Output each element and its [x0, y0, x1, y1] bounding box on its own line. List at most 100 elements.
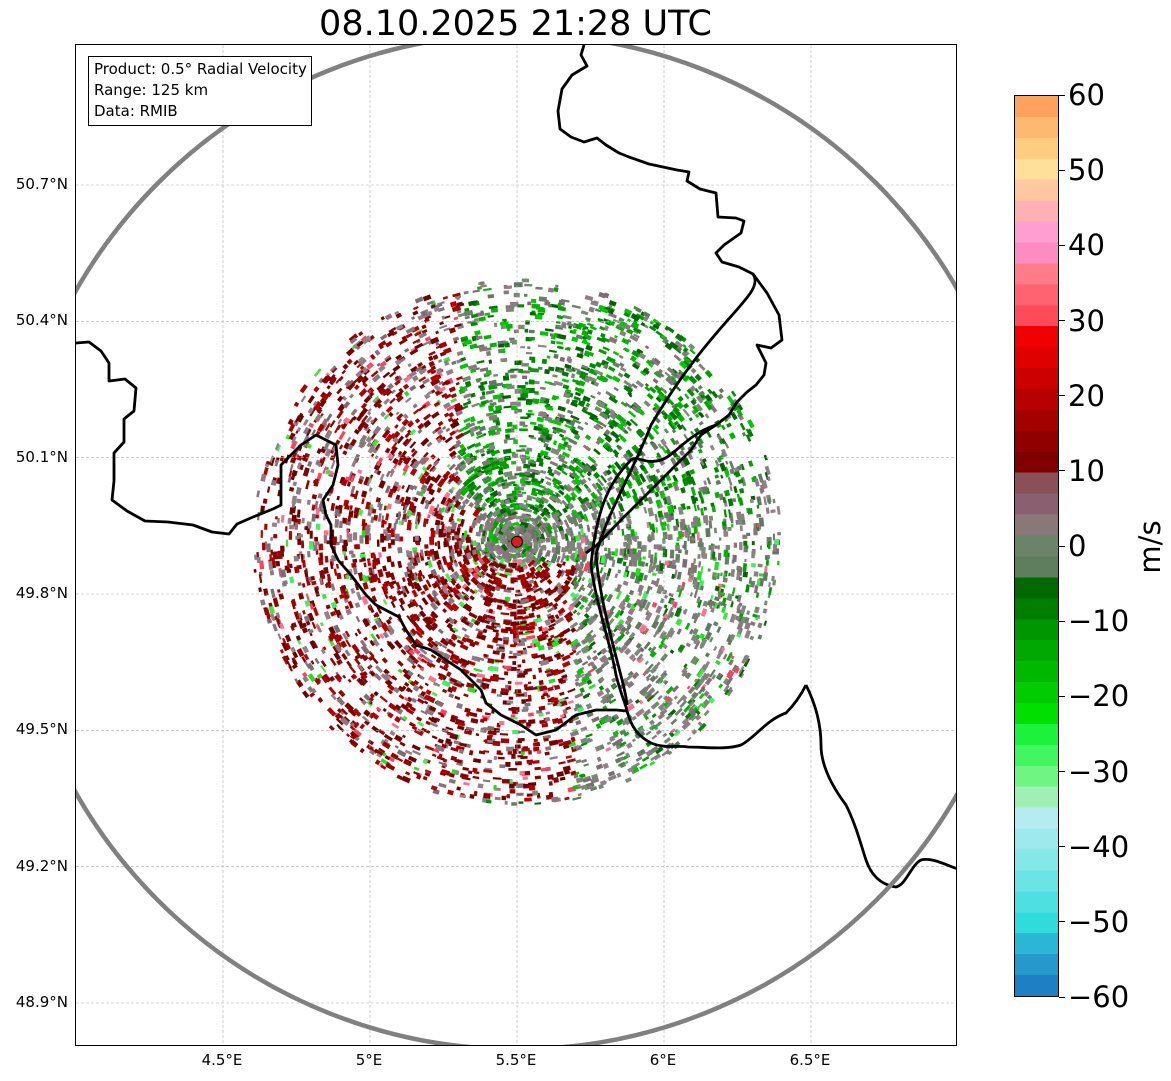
echo-cell: [572, 577, 578, 584]
echo-cell: [443, 402, 451, 410]
echo-cell: [466, 493, 472, 499]
echo-cell: [376, 539, 380, 547]
echo-cell: [314, 541, 320, 546]
echo-cell: [330, 601, 338, 609]
echo-cell: [408, 721, 417, 728]
echo-cell: [553, 429, 561, 434]
echo-cell: [582, 444, 591, 452]
echo-cell: [651, 734, 658, 740]
echo-cell: [592, 655, 599, 662]
echo-cell: [563, 493, 573, 503]
echo-cell: [311, 580, 317, 586]
echo-cell: [616, 623, 624, 632]
echo-cell: [557, 703, 562, 707]
echo-cell: [618, 761, 626, 769]
echo-cell: [547, 698, 552, 703]
echo-cell: [323, 535, 328, 544]
echo-cell: [515, 693, 525, 697]
echo-cell: [319, 578, 323, 585]
echo-cell: [562, 507, 568, 514]
echo-cell: [430, 716, 439, 724]
echo-cell: [574, 600, 582, 609]
echo-cell: [439, 321, 444, 326]
echo-cell: [524, 283, 533, 287]
echo-cell: [692, 397, 697, 403]
echo-cell: [408, 654, 416, 661]
echo-cell: [394, 499, 400, 505]
echo-cell: [396, 459, 403, 466]
echo-cell: [580, 742, 588, 747]
echo-cell: [479, 523, 485, 532]
echo-cell: [727, 498, 734, 507]
echo-cell: [507, 510, 512, 516]
echo-cell: [481, 614, 487, 620]
echo-cell: [684, 393, 690, 400]
echo-cell: [515, 707, 520, 712]
echo-cell: [573, 773, 579, 779]
echo-cell: [345, 608, 352, 616]
echo-cell: [545, 604, 550, 609]
echo-cell: [688, 417, 693, 422]
echo-cell: [590, 380, 595, 385]
echo-cell: [565, 398, 571, 405]
echo-cell: [449, 300, 458, 308]
echo-cell: [660, 479, 667, 487]
echo-cell: [463, 603, 473, 612]
echo-cell: [305, 620, 311, 626]
echo-cell: [369, 639, 375, 647]
echo-cell: [443, 541, 447, 548]
echo-cell: [429, 601, 439, 611]
echo-cell: [405, 686, 411, 693]
echo-cell: [456, 479, 463, 486]
echo-cell: [616, 557, 623, 564]
radar-map-canvas[interactable]: [76, 45, 957, 1046]
echo-cell: [499, 720, 505, 726]
echo-cell: [388, 702, 398, 711]
echo-cell: [657, 371, 665, 378]
echo-cell: [514, 681, 523, 685]
echo-cell: [421, 658, 428, 664]
echo-cell: [468, 711, 478, 718]
echo-cell: [416, 728, 422, 733]
echo-cell: [700, 508, 705, 516]
echo-cell: [663, 702, 669, 707]
echo-cell: [520, 392, 528, 398]
echo-cell: [448, 463, 456, 471]
echo-cell: [439, 577, 448, 587]
echo-cell: [604, 716, 613, 724]
echo-cell: [425, 720, 431, 726]
echo-cell: [417, 656, 425, 663]
echo-cell: [725, 545, 730, 550]
echo-cell: [289, 563, 293, 569]
echo-cell: [325, 413, 333, 422]
echo-cell: [293, 555, 299, 562]
echo-cell: [619, 366, 627, 373]
echo-cell: [453, 740, 461, 746]
echo-cell: [534, 775, 541, 780]
echo-cell: [468, 750, 474, 756]
echo-cell: [539, 556, 547, 563]
echo-cell: [335, 717, 344, 726]
echo-cell: [352, 558, 358, 564]
echo-cell: [471, 571, 480, 580]
echo-cell: [586, 710, 594, 718]
echo-cell: [456, 702, 463, 710]
echo-cell: [407, 550, 413, 558]
echo-cell: [480, 505, 486, 512]
echo-cell: [639, 370, 647, 377]
echo-cell: [313, 386, 320, 393]
echo-cell: [389, 583, 395, 590]
echo-cell: [597, 317, 604, 322]
echo-cell: [632, 494, 640, 504]
echo-cell: [358, 478, 364, 485]
echo-cell: [465, 682, 475, 689]
radar-map[interactable]: [75, 44, 957, 1046]
echo-cell: [394, 359, 401, 366]
echo-cell: [503, 665, 512, 670]
echo-cell: [607, 476, 613, 482]
echo-cell: [311, 494, 318, 500]
echo-cell: [529, 367, 539, 373]
echo-cell: [336, 697, 346, 706]
echo-cell: [438, 761, 444, 765]
echo-cell: [681, 720, 691, 731]
